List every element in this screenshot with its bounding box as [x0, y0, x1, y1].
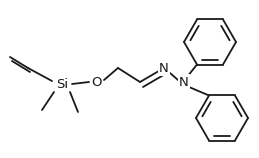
- Text: N: N: [159, 61, 169, 75]
- Text: O: O: [92, 76, 102, 88]
- Text: Si: Si: [56, 79, 68, 91]
- Text: N: N: [179, 76, 189, 88]
